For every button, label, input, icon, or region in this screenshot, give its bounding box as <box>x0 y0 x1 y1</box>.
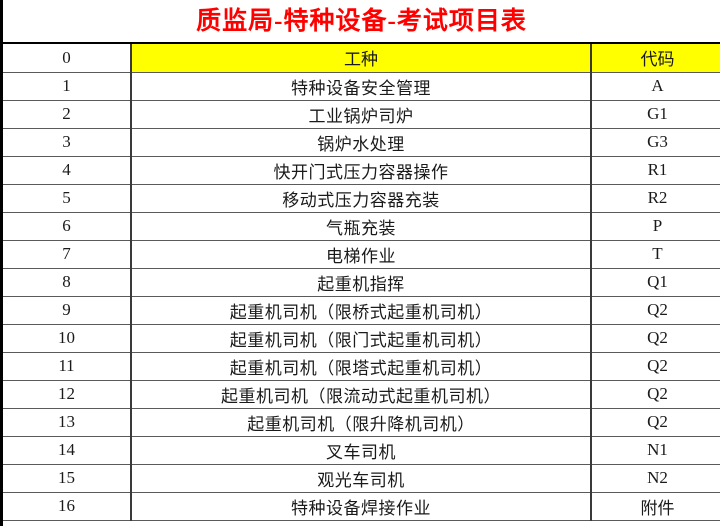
job-name-cell[interactable]: 起重机司机（限门式起重机司机） <box>131 324 592 353</box>
column-header-index[interactable]: 0 <box>3 44 132 73</box>
job-code-cell[interactable]: 附件 <box>591 492 720 521</box>
table-row[interactable]: 5 移动式压力容器充装 R2 <box>3 184 720 213</box>
sheet-title-row: 质监局-特种设备-考试项目表 <box>3 0 720 44</box>
table-row[interactable]: 1 特种设备安全管理 A <box>3 72 720 101</box>
job-name-cell[interactable]: 锅炉水处理 <box>131 128 592 157</box>
job-name-cell[interactable]: 起重机司机（限塔式起重机司机） <box>131 352 592 381</box>
table-row[interactable]: 14 叉车司机 N1 <box>3 436 720 465</box>
job-name-cell[interactable]: 起重机指挥 <box>131 268 592 297</box>
exam-items-table: 0 工种 代码 1 特种设备安全管理 A 2 工业锅炉司炉 G1 3 锅炉水处理 G3 4 快开门式… <box>3 44 720 521</box>
table-body: 1 特种设备安全管理 A 2 工业锅炉司炉 G1 3 锅炉水处理 G3 4 快开门式压力容器操作 R1… <box>3 72 720 521</box>
job-code-cell[interactable]: G1 <box>591 100 720 129</box>
table-row[interactable]: 6 气瓶充装 P <box>3 212 720 241</box>
job-code-cell[interactable]: Q2 <box>591 408 720 437</box>
table-row[interactable]: 10 起重机司机（限门式起重机司机） Q2 <box>3 324 720 353</box>
job-code-cell[interactable]: Q2 <box>591 380 720 409</box>
job-name-cell[interactable]: 起重机司机（限升降机司机） <box>131 408 592 437</box>
row-index-cell[interactable]: 11 <box>3 352 132 381</box>
job-name-cell[interactable]: 观光车司机 <box>131 464 592 493</box>
job-name-cell[interactable]: 快开门式压力容器操作 <box>131 156 592 185</box>
job-code-cell[interactable]: Q1 <box>591 268 720 297</box>
table-row[interactable]: 11 起重机司机（限塔式起重机司机） Q2 <box>3 352 720 381</box>
row-index-cell[interactable]: 15 <box>3 464 132 493</box>
table-row[interactable]: 13 起重机司机（限升降机司机） Q2 <box>3 408 720 437</box>
table-row[interactable]: 9 起重机司机（限桥式起重机司机） Q2 <box>3 296 720 325</box>
table-header-row: 0 工种 代码 <box>3 44 720 73</box>
job-code-cell[interactable]: Q2 <box>591 324 720 353</box>
row-index-cell[interactable]: 3 <box>3 128 132 157</box>
row-index-cell[interactable]: 9 <box>3 296 132 325</box>
table-row[interactable]: 8 起重机指挥 Q1 <box>3 268 720 297</box>
job-code-cell[interactable]: R2 <box>591 184 720 213</box>
job-code-cell[interactable]: G3 <box>591 128 720 157</box>
row-index-cell[interactable]: 5 <box>3 184 132 213</box>
row-index-cell[interactable]: 2 <box>3 100 132 129</box>
job-code-cell[interactable]: Q2 <box>591 296 720 325</box>
column-header-job[interactable]: 工种 <box>131 44 592 73</box>
job-code-cell[interactable]: Q2 <box>591 352 720 381</box>
table-row[interactable]: 15 观光车司机 N2 <box>3 464 720 493</box>
column-header-code[interactable]: 代码 <box>591 44 720 73</box>
table-row[interactable]: 2 工业锅炉司炉 G1 <box>3 100 720 129</box>
table-row[interactable]: 3 锅炉水处理 G3 <box>3 128 720 157</box>
table-row[interactable]: 16 特种设备焊接作业 附件 <box>3 492 720 521</box>
row-index-cell[interactable]: 1 <box>3 72 132 101</box>
job-name-cell[interactable]: 特种设备安全管理 <box>131 72 592 101</box>
row-index-cell[interactable]: 6 <box>3 212 132 241</box>
job-name-cell[interactable]: 气瓶充装 <box>131 212 592 241</box>
job-code-cell[interactable]: N1 <box>591 436 720 465</box>
job-name-cell[interactable]: 电梯作业 <box>131 240 592 269</box>
row-index-cell[interactable]: 12 <box>3 380 132 409</box>
job-code-cell[interactable]: N2 <box>591 464 720 493</box>
row-index-cell[interactable]: 16 <box>3 492 132 521</box>
row-index-cell[interactable]: 14 <box>3 436 132 465</box>
job-name-cell[interactable]: 特种设备焊接作业 <box>131 492 592 521</box>
row-index-cell[interactable]: 10 <box>3 324 132 353</box>
job-name-cell[interactable]: 起重机司机（限桥式起重机司机） <box>131 296 592 325</box>
job-name-cell[interactable]: 起重机司机（限流动式起重机司机） <box>131 380 592 409</box>
job-name-cell[interactable]: 工业锅炉司炉 <box>131 100 592 129</box>
page-title: 质监局-特种设备-考试项目表 <box>196 7 527 35</box>
row-index-cell[interactable]: 13 <box>3 408 132 437</box>
job-code-cell[interactable]: A <box>591 72 720 101</box>
job-code-cell[interactable]: P <box>591 212 720 241</box>
job-name-cell[interactable]: 移动式压力容器充装 <box>131 184 592 213</box>
table-row[interactable]: 12 起重机司机（限流动式起重机司机） Q2 <box>3 380 720 409</box>
row-index-cell[interactable]: 8 <box>3 268 132 297</box>
row-index-cell[interactable]: 7 <box>3 240 132 269</box>
table-header: 0 工种 代码 <box>3 44 720 73</box>
table-row[interactable]: 7 电梯作业 T <box>3 240 720 269</box>
job-code-cell[interactable]: T <box>591 240 720 269</box>
table-row[interactable]: 4 快开门式压力容器操作 R1 <box>3 156 720 185</box>
row-index-cell[interactable]: 4 <box>3 156 132 185</box>
job-code-cell[interactable]: R1 <box>591 156 720 185</box>
job-name-cell[interactable]: 叉车司机 <box>131 436 592 465</box>
